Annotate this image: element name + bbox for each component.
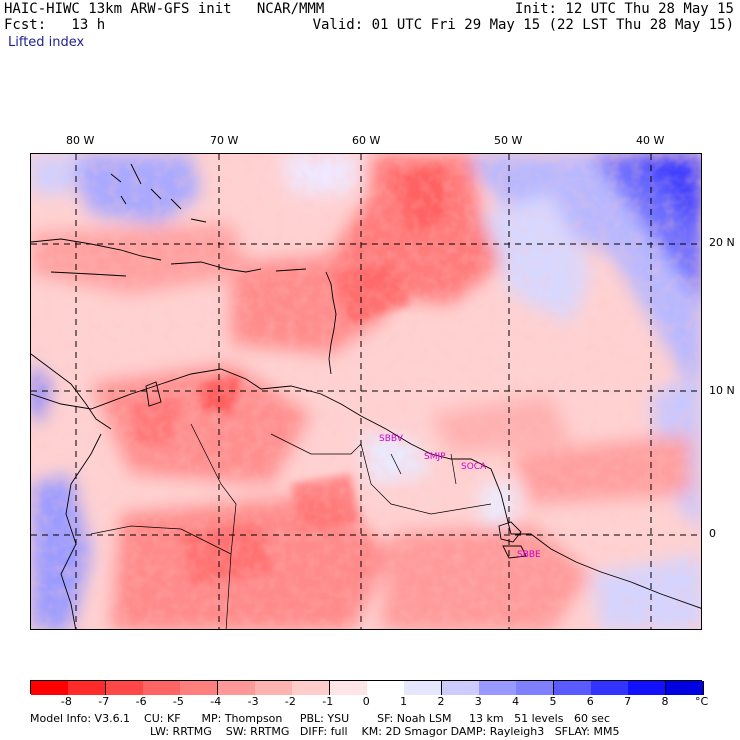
color-scale-cell <box>367 681 405 695</box>
station-markers: SBBV SMJP SOCA SBBE <box>379 434 541 560</box>
color-scale-tick-label: 5 <box>549 695 557 708</box>
color-scale-tick-label: -3 <box>247 695 259 708</box>
color-scale-tick-label: 7 <box>624 695 632 708</box>
lat-label-0: 0 <box>709 527 716 540</box>
coastlines <box>31 163 701 629</box>
color-scale-tick-label: 8 <box>661 695 669 708</box>
init-time: Init: 12 UTC Thu 28 May 15 <box>514 1 734 17</box>
color-scale-cell <box>553 681 592 695</box>
color-scale-cell <box>665 681 704 695</box>
color-scale-tick-label: 6 <box>586 695 594 708</box>
color-scale-cell <box>329 681 368 695</box>
color-scale-tick-label: 2 <box>437 695 445 708</box>
color-scale-tick-label: -5 <box>172 695 184 708</box>
lon-label-80w: 80 W <box>66 134 95 147</box>
color-scale-tick-label: -8 <box>60 695 72 708</box>
color-scale-tick-label: 3 <box>474 695 482 708</box>
color-scale-cell <box>31 681 69 695</box>
field-name: Lifted index <box>8 35 85 50</box>
station-sbbv: SBBV <box>379 434 404 444</box>
lon-label-50w: 50 W <box>494 134 523 147</box>
color-scale-cell <box>68 681 107 695</box>
model-title: HAIC-HIWC 13km ARW-GFS init NCAR/MMM <box>4 1 325 17</box>
color-scale-unit: °C <box>695 695 709 708</box>
color-scale-tick-label: 0 <box>362 695 370 708</box>
station-smjp: SMJP <box>424 452 446 462</box>
valid-time: Valid: 01 UTC Fri 29 May 15 (22 LST Thu … <box>312 17 734 33</box>
color-scale-cell <box>143 681 181 695</box>
color-scale-cell <box>292 681 331 695</box>
color-scale-tick-label: -7 <box>98 695 110 708</box>
color-scale-cell <box>180 681 219 695</box>
lifted-index-map[interactable]: SBBV SMJP SOCA SBBE <box>30 153 702 630</box>
color-scale-bar <box>30 680 704 695</box>
color-scale-tick-label: -6 <box>135 695 147 708</box>
color-scale-cell <box>516 681 555 695</box>
country-borders <box>90 423 492 629</box>
station-sbbe: SBBE <box>517 550 541 560</box>
forecast-hour: Fcst: 13 h <box>4 17 106 33</box>
color-scale-cell <box>255 681 293 695</box>
color-scale-cell <box>105 681 144 695</box>
color-scale-tick-label: -4 <box>210 695 222 708</box>
lat-label-20n: 20 N <box>709 236 735 249</box>
model-info-line1: Model Info: V3.6.1 CU: KF MP: Thompson P… <box>30 712 610 725</box>
color-scale-tick-label: -1 <box>322 695 334 708</box>
color-scale-cell <box>441 681 480 695</box>
color-scale-cell <box>404 681 443 695</box>
color-scale-tick-label: 4 <box>512 695 520 708</box>
lon-label-60w: 60 W <box>352 134 381 147</box>
station-soca: SOCA <box>461 462 487 472</box>
map-canvas: SBBV SMJP SOCA SBBE <box>31 154 701 629</box>
color-scale-tick-label: 1 <box>400 695 408 708</box>
color-scale-cell <box>628 681 667 695</box>
model-info-line2: LW: RRTMG SW: RRTMG DIFF: full KM: 2D Sm… <box>150 725 620 738</box>
lon-label-40w: 40 W <box>636 134 665 147</box>
color-scale-tick-label: -2 <box>284 695 296 708</box>
color-scale-cell <box>479 681 517 695</box>
lat-label-10n: 10 N <box>709 384 735 397</box>
field-texture <box>31 154 701 629</box>
color-scale-cell <box>591 681 629 695</box>
color-scale-cell <box>217 681 256 695</box>
graticule <box>31 154 701 629</box>
lon-label-70w: 70 W <box>210 134 239 147</box>
